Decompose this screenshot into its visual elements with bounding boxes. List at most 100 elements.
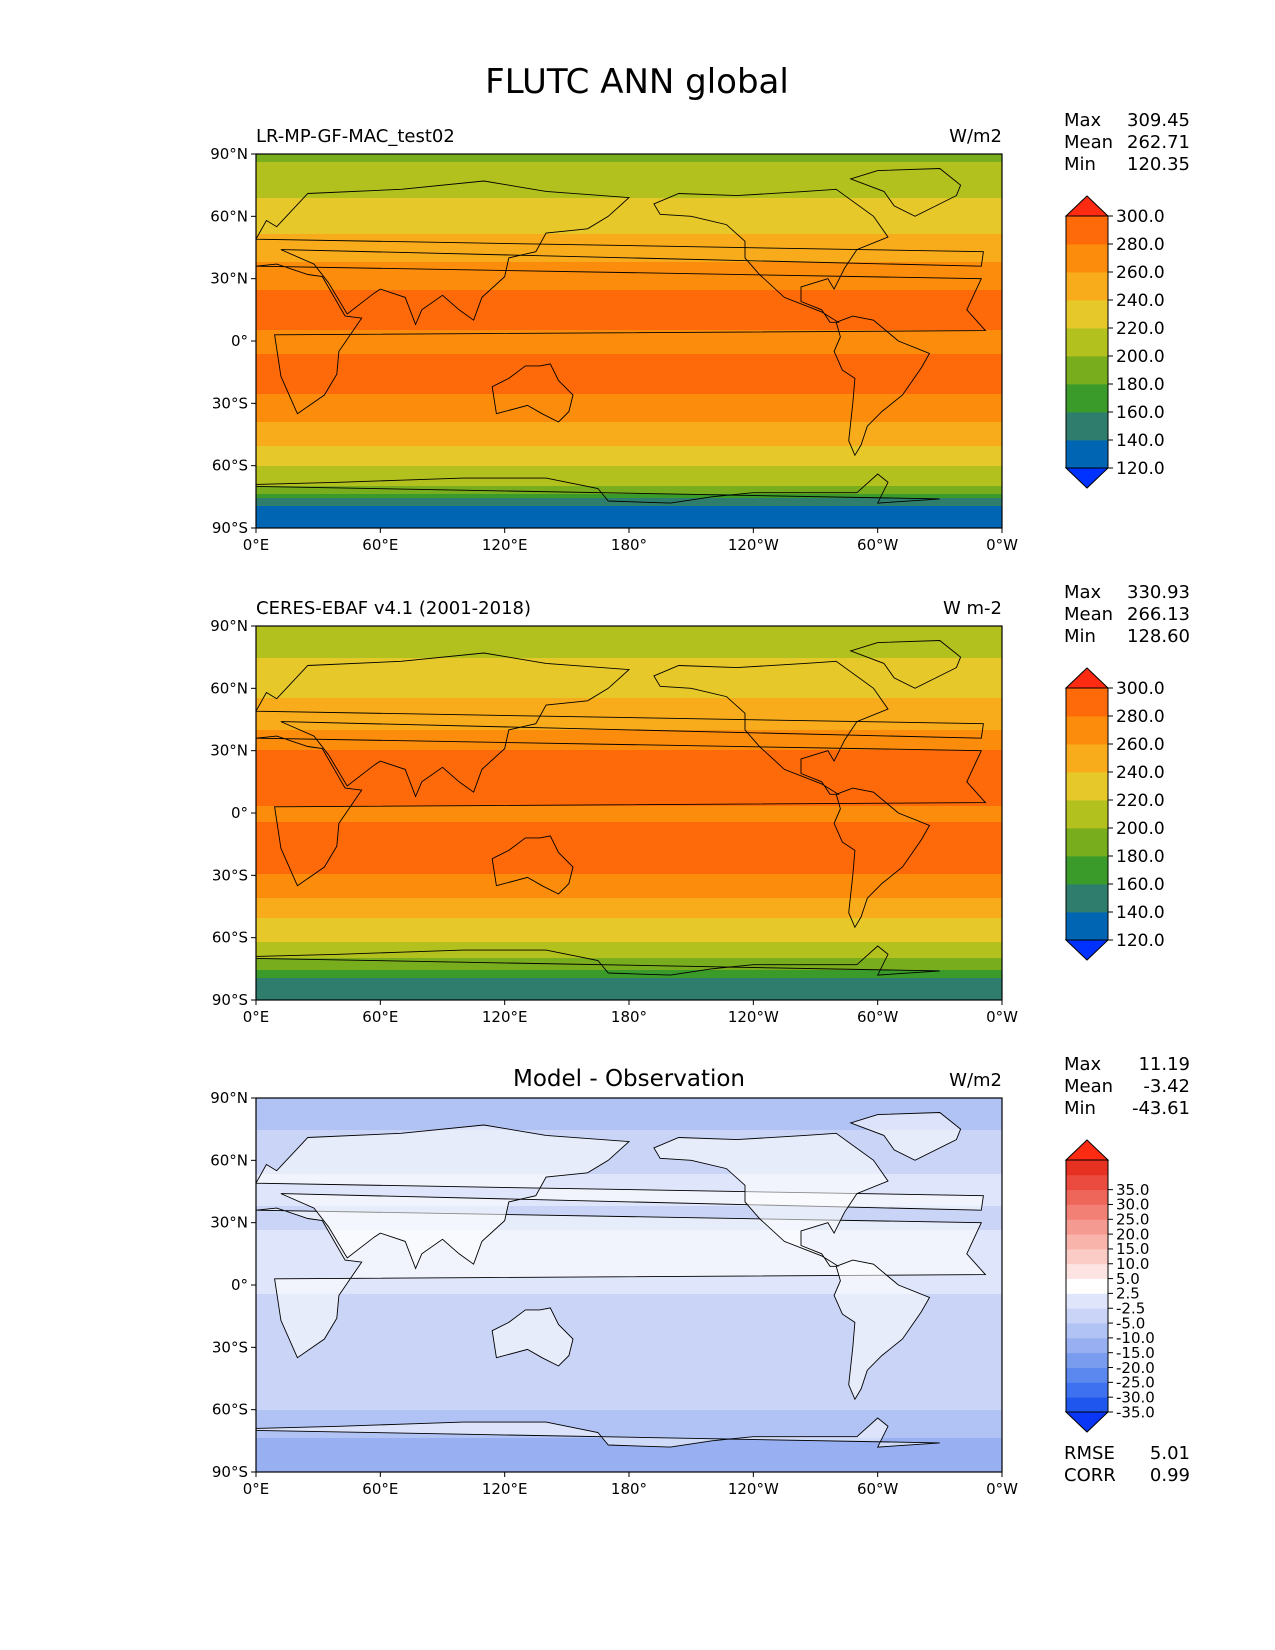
field-band bbox=[256, 906, 1002, 911]
field-band bbox=[256, 966, 1002, 971]
coastline bbox=[833, 315, 931, 457]
lon-tick-label: 180° bbox=[611, 536, 647, 554]
field-band bbox=[256, 718, 1002, 723]
field-band bbox=[256, 786, 1002, 791]
field-band bbox=[256, 662, 1002, 667]
field-band bbox=[256, 1158, 1002, 1163]
stat-value-max: 11.19 bbox=[1138, 1054, 1190, 1075]
colorbar-tick-label: -2.5 bbox=[1116, 1299, 1145, 1317]
lat-tick-label: 0° bbox=[231, 332, 248, 350]
field-band bbox=[256, 262, 1002, 267]
colorbar-segment bbox=[1066, 328, 1108, 357]
colorbar-segment bbox=[1066, 412, 1108, 441]
colorbar-segment bbox=[1066, 1263, 1108, 1279]
field-band bbox=[256, 794, 1002, 799]
lat-tick-label: 30°S bbox=[212, 1338, 248, 1356]
stat-label-rmse: RMSE bbox=[1064, 1443, 1115, 1464]
field-band bbox=[256, 1434, 1002, 1439]
field-band bbox=[256, 366, 1002, 371]
field-band bbox=[256, 358, 1002, 363]
field-band bbox=[256, 1306, 1002, 1311]
field-band bbox=[256, 1210, 1002, 1215]
field-band bbox=[256, 526, 1002, 528]
colorbar-tick-label: -25.0 bbox=[1116, 1374, 1155, 1392]
field-band bbox=[256, 490, 1002, 495]
field-band bbox=[256, 174, 1002, 179]
colorbar-segment bbox=[1066, 912, 1108, 941]
colorbar-extend-min bbox=[1064, 467, 1110, 489]
field-band bbox=[256, 698, 1002, 703]
colorbar-segment bbox=[1066, 384, 1108, 413]
field-band bbox=[256, 658, 1002, 663]
field-band bbox=[256, 446, 1002, 451]
field-band bbox=[256, 970, 1002, 975]
colorbar-tick-label: 140.0 bbox=[1116, 431, 1165, 451]
lon-tick-label: 180° bbox=[611, 1480, 647, 1498]
field-band bbox=[256, 890, 1002, 895]
field-band bbox=[256, 1178, 1002, 1183]
field-band bbox=[256, 170, 1002, 175]
field-band bbox=[256, 962, 1002, 967]
field-band bbox=[256, 1358, 1002, 1363]
field-band bbox=[256, 1458, 1002, 1463]
field-band bbox=[256, 790, 1002, 795]
field-band bbox=[256, 1390, 1002, 1395]
field-band bbox=[256, 1182, 1002, 1187]
field-band bbox=[256, 942, 1002, 947]
field-band bbox=[256, 938, 1002, 943]
field-band bbox=[256, 818, 1002, 823]
colorbar-extend-max bbox=[1064, 195, 1110, 217]
lat-tick-label: 0° bbox=[231, 1276, 248, 1294]
field-band bbox=[256, 506, 1002, 511]
colorbar-tick-label: -30.0 bbox=[1116, 1388, 1155, 1406]
lat-tick-label: 90°S bbox=[212, 991, 248, 1009]
field-band bbox=[256, 1422, 1002, 1427]
field-band bbox=[256, 414, 1002, 419]
colorbar-tick-label: 260.0 bbox=[1116, 735, 1165, 755]
field-band bbox=[256, 1342, 1002, 1347]
lon-tick-label: 0°E bbox=[243, 1480, 270, 1498]
field-band bbox=[256, 798, 1002, 803]
lat-tick-label: 60°S bbox=[212, 929, 248, 947]
colorbar-tick-label: 180.0 bbox=[1116, 375, 1165, 395]
colorbar-segment bbox=[1066, 1278, 1108, 1294]
field-band bbox=[256, 190, 1002, 195]
colorbar: 35.030.025.020.015.010.05.02.5-2.5-5.0-1… bbox=[1064, 1139, 1155, 1433]
field-band bbox=[256, 982, 1002, 987]
field-band bbox=[256, 210, 1002, 215]
lat-tick-label: 60°N bbox=[210, 679, 248, 697]
lon-tick-label: 60°E bbox=[362, 1480, 398, 1498]
coastline bbox=[255, 945, 940, 1000]
stat-label-max: Max bbox=[1064, 582, 1102, 603]
lon-tick-label: 0°W bbox=[986, 1008, 1018, 1026]
colorbar-tick-label: -5.0 bbox=[1116, 1314, 1145, 1332]
field-band bbox=[256, 378, 1002, 383]
field-band bbox=[256, 454, 1002, 459]
field-band bbox=[256, 846, 1002, 851]
field-band bbox=[256, 178, 1002, 183]
lon-tick-label: 120°E bbox=[482, 1480, 528, 1498]
coastline bbox=[653, 660, 889, 795]
stat-label-mean: Mean bbox=[1064, 1076, 1113, 1097]
field-band bbox=[256, 450, 1002, 455]
colorbar-tick-label: 2.5 bbox=[1116, 1285, 1140, 1303]
field-band bbox=[256, 1134, 1002, 1139]
field-band bbox=[256, 230, 1002, 235]
colorbar-segment bbox=[1066, 1323, 1108, 1339]
field-band bbox=[256, 1146, 1002, 1151]
field-band bbox=[256, 1206, 1002, 1211]
field-band bbox=[256, 1386, 1002, 1391]
colorbar-segment bbox=[1066, 1160, 1108, 1176]
field-band bbox=[256, 886, 1002, 891]
field-band bbox=[256, 334, 1002, 339]
lat-tick-label: 60°S bbox=[212, 1401, 248, 1419]
lon-tick-label: 60°E bbox=[362, 1008, 398, 1026]
field-band bbox=[256, 634, 1002, 639]
field-band bbox=[256, 1430, 1002, 1435]
colorbar-tick-label: 30.0 bbox=[1116, 1196, 1149, 1214]
colorbar-segment bbox=[1066, 1337, 1108, 1354]
field-band bbox=[256, 1278, 1002, 1283]
coastline bbox=[653, 1132, 889, 1267]
field-band bbox=[256, 402, 1002, 407]
field-band bbox=[256, 626, 1002, 631]
